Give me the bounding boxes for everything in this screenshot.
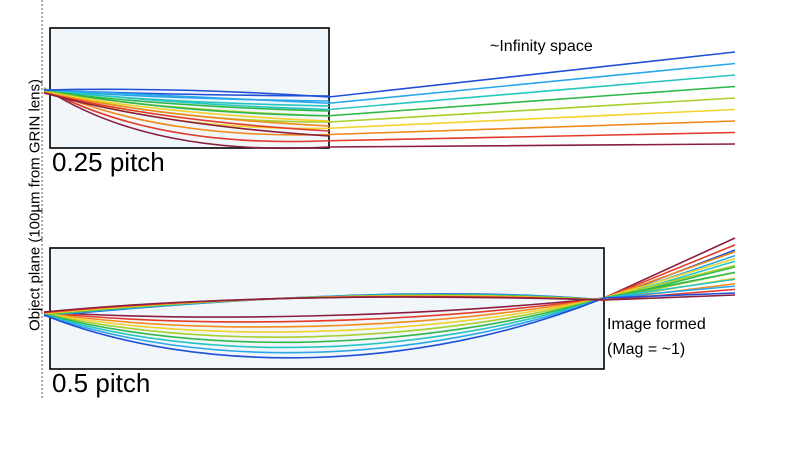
ray-half-3 — [43, 250, 736, 328]
ray-quarter-b-9 — [43, 92, 330, 137]
ray-half-9 — [43, 292, 736, 359]
quarter-pitch-lens — [49, 27, 330, 149]
ray-quarter-6 — [43, 85, 736, 117]
object-plane-label: Object plane (100µm from GRIN lens) — [26, 78, 44, 332]
ray-quarter-b-6 — [43, 91, 330, 122]
half-pitch-rays — [43, 237, 736, 359]
ray-quarter-8 — [43, 62, 736, 105]
ray-half-6 — [43, 271, 736, 344]
ray-quarter-2 — [43, 87, 736, 143]
quarter-pitch-label: 0.25 pitch — [52, 147, 165, 177]
ray-half-7 — [43, 278, 736, 349]
image-formed-label: Image formed — [607, 316, 706, 333]
ray-half-b-9 — [43, 294, 736, 313]
ray-half-8 — [43, 285, 736, 354]
infinity-space-label: ~Infinity space — [490, 38, 593, 55]
ray-quarter-1 — [43, 87, 736, 150]
half-pitch-label: 0.5 pitch — [52, 368, 151, 398]
ray-quarter-7 — [43, 74, 736, 111]
ray-half-5 — [43, 264, 736, 338]
ray-half-4 — [43, 257, 736, 333]
quarter-pitch-rays — [43, 51, 736, 150]
ray-half-1 — [43, 237, 736, 318]
ray-half-2 — [43, 244, 736, 323]
ray-quarter-9 — [43, 51, 736, 98]
magnification-label: (Mag = ~1) — [607, 341, 686, 358]
ray-quarter-b-8 — [43, 91, 330, 132]
ray-quarter-b-7 — [43, 91, 330, 127]
